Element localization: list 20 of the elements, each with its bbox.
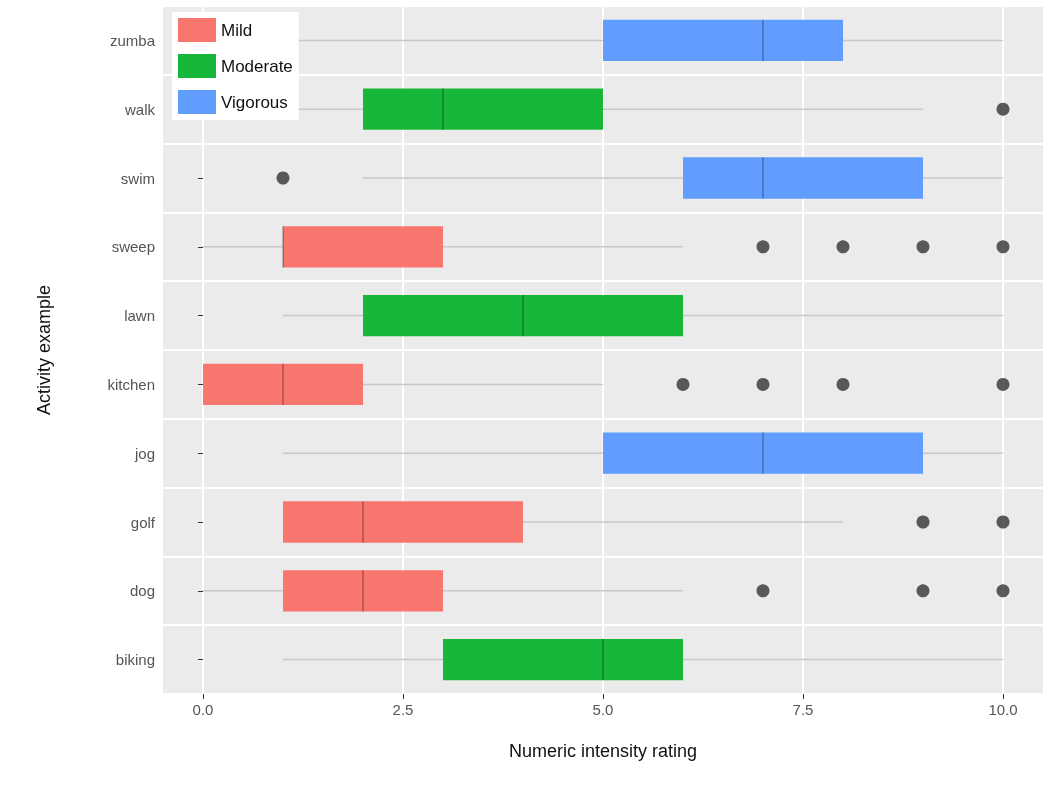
y-tick-label: golf (130, 513, 156, 531)
y-tick-label: lawn (124, 307, 155, 325)
y-tick-label: jog (133, 444, 155, 462)
y-tick-label: sweep (111, 238, 155, 256)
legend-label: Moderate (221, 56, 293, 76)
y-tick-label: kitchen (107, 375, 155, 393)
y-tick-label: walk (123, 100, 156, 118)
y-tick-label: dog (129, 582, 155, 600)
y-tick-label: biking (115, 651, 155, 669)
x-tick-label: 7.5 (792, 701, 814, 718)
x-tick-label: 10.0 (988, 701, 1018, 718)
x-tick-label: 2.5 (392, 701, 414, 718)
legend-label: Mild (221, 20, 253, 40)
y-axis-title: Activity example (34, 284, 54, 416)
x-axis-title: Numeric intensity rating (508, 741, 698, 761)
x-tick-label: 5.0 (592, 701, 614, 718)
legend-label: Vigorous (221, 92, 288, 112)
y-tick-label: zumba (109, 31, 156, 49)
x-tick-label: 0.0 (192, 701, 214, 718)
y-tick-label: swim (120, 169, 155, 187)
